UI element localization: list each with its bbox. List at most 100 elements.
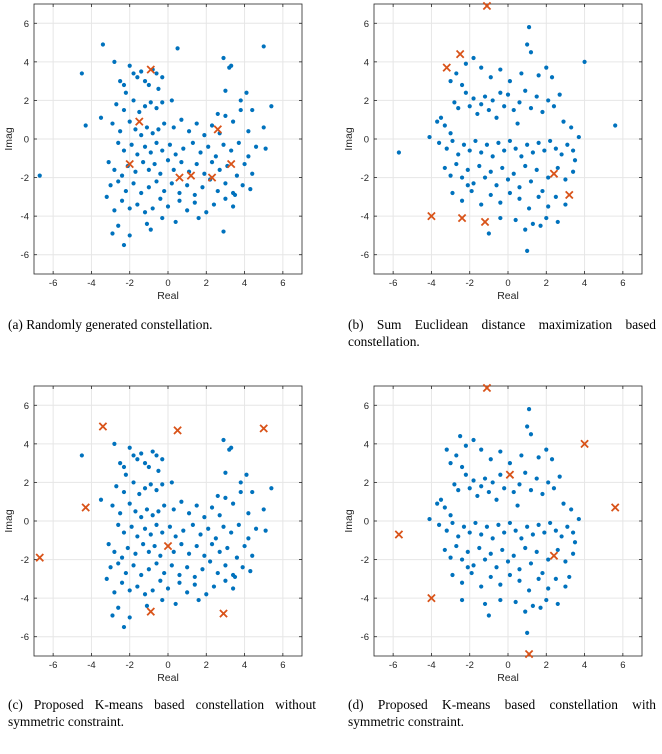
data-point (177, 572, 182, 578)
data-point (488, 457, 493, 462)
data-point (459, 580, 465, 585)
data-point (190, 140, 195, 145)
centroid-marker (480, 217, 490, 227)
data-point (133, 127, 138, 132)
data-point (167, 524, 173, 529)
data-point (213, 536, 218, 541)
plot-frame (373, 3, 643, 275)
data-point (223, 181, 228, 186)
data-point (144, 125, 150, 130)
data-point (202, 171, 207, 176)
data-point (137, 491, 142, 497)
data-point (142, 79, 148, 84)
data-point (173, 534, 178, 539)
data-point (238, 480, 243, 485)
data-point (526, 588, 532, 593)
data-point (473, 138, 478, 144)
data-point (546, 98, 551, 103)
chart-a: -6 -4 -2 0 2 4 6 -6 -4 -2 0 2 4 6 Real Imag (3, 3, 303, 302)
data-point (165, 586, 171, 591)
x-tick-label: 4 (582, 278, 587, 289)
data-point (567, 574, 572, 580)
data-point (576, 134, 581, 140)
data-point (125, 545, 130, 551)
data-point (442, 165, 447, 171)
data-point (523, 88, 528, 93)
data-point (450, 572, 455, 578)
data-point (530, 603, 535, 608)
data-point (526, 25, 532, 30)
data-point (112, 208, 117, 213)
data-point (263, 528, 268, 533)
data-point (127, 588, 132, 593)
data-point (118, 129, 123, 134)
data-point (553, 576, 558, 581)
data-point (171, 549, 176, 554)
data-point (123, 90, 128, 95)
data-point (209, 123, 215, 128)
x-tick-label: -6 (389, 278, 397, 289)
x-tick-label: 2 (204, 278, 209, 289)
data-point (450, 138, 455, 144)
data-point (131, 98, 136, 103)
data-point (194, 161, 199, 167)
data-point (162, 503, 167, 508)
data-point (538, 223, 543, 228)
data-point (454, 161, 459, 167)
data-point (528, 488, 534, 493)
data-point (486, 231, 491, 236)
data-point (463, 61, 468, 66)
data-point (135, 152, 140, 157)
data-point (528, 561, 534, 566)
data-point (456, 152, 461, 157)
data-point (202, 553, 207, 558)
data-point (221, 55, 226, 61)
data-point (517, 185, 522, 190)
x-tick-label: -4 (87, 660, 95, 671)
data-point (454, 71, 459, 76)
data-point (530, 532, 535, 537)
data-point (160, 215, 165, 221)
data-point (150, 131, 155, 136)
data-point (250, 489, 255, 495)
data-point (194, 543, 199, 549)
data-point (461, 524, 467, 529)
data-point (250, 553, 255, 558)
data-point (181, 146, 186, 151)
data-point (175, 46, 180, 51)
data-point (154, 453, 159, 458)
data-point (498, 449, 503, 454)
data-point (517, 482, 522, 487)
data-point (150, 206, 155, 211)
data-point (238, 107, 243, 113)
data-point (482, 94, 488, 99)
data-point (526, 206, 532, 211)
data-point (211, 584, 217, 589)
data-point (116, 140, 121, 145)
data-point (135, 75, 140, 80)
data-point (507, 572, 513, 578)
data-point (112, 441, 117, 446)
x-tick-label: -2 (465, 660, 473, 671)
data-point (242, 161, 247, 167)
data-point (475, 111, 480, 117)
data-point (114, 484, 119, 489)
data-point (234, 173, 240, 178)
data-point (559, 152, 564, 157)
data-point (479, 102, 484, 107)
data-point (459, 557, 465, 562)
data-point (121, 624, 127, 630)
data-point (156, 127, 161, 132)
data-point (154, 71, 159, 76)
data-point (570, 551, 576, 556)
x-tick-label: -4 (87, 278, 95, 289)
data-point (469, 570, 474, 576)
data-point (162, 570, 167, 576)
data-point (450, 520, 455, 526)
x-tick-label: -4 (427, 278, 435, 289)
caption-d: (d) Proposed K-means based constellation… (348, 697, 656, 729)
data-point (438, 497, 444, 502)
data-point (221, 142, 226, 147)
data-point (158, 171, 163, 176)
data-point (209, 160, 215, 165)
